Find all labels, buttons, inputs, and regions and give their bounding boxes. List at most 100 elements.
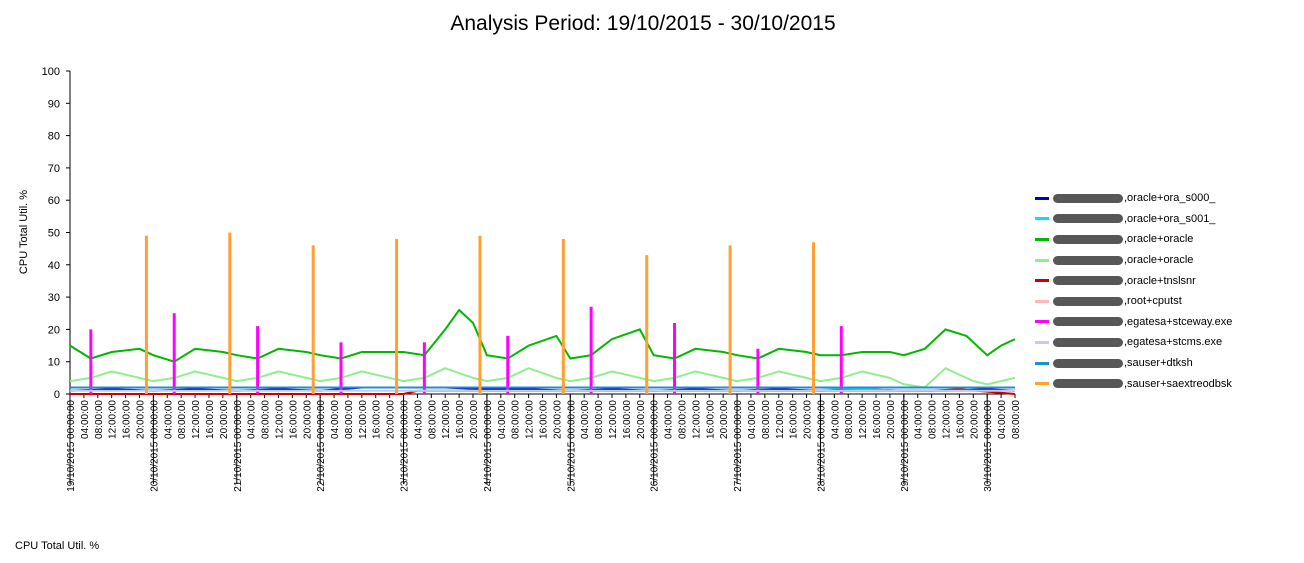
x-tick-label: 20:00:00 [636,400,647,439]
y-tick-label: 30 [48,292,60,304]
x-tick-label: 20:00:00 [219,400,230,439]
x-tick-label: 27/10/2015 00:00:00 [733,400,744,492]
x-tick-label: 08:00:00 [344,400,355,439]
legend-item: ,oracle+oracle [1035,250,1300,271]
legend-item: ,oracle+tnslsnr [1035,270,1300,291]
legend-item: ,oracle+ora_s001_ [1035,209,1300,230]
x-tick-label: 12:00:00 [441,400,452,439]
x-tick-label: 20:00:00 [719,400,730,439]
legend-label: ,oracle+oracle [1124,233,1194,246]
x-tick-label: 04:00:00 [830,400,841,439]
x-tick-label: 30/10/2015 00:00:00 [983,400,994,492]
series-layer [69,232,1016,395]
x-tick-label: 19/10/2015 00:00:00 [66,400,77,492]
x-tick-label: 04:00:00 [163,400,174,439]
x-tick-label: 04:00:00 [497,400,508,439]
legend-swatch [1035,361,1049,365]
x-tick-label: 16:00:00 [872,400,883,439]
x-tick-label: 16:00:00 [372,400,383,439]
legend-item: ,oracle+oracle [1035,229,1300,250]
redacted-host-mask [1053,255,1123,265]
redacted-host-mask [1053,193,1123,203]
x-tick-label: 23/10/2015 00:00:00 [400,400,411,492]
x-tick-label: 20:00:00 [135,400,146,439]
legend-swatch [1035,196,1049,200]
redacted-host-mask [1053,317,1123,327]
chart-title: Analysis Period: 19/10/2015 - 30/10/2015 [450,12,836,35]
y-tick-label: 80 [48,131,60,143]
legend-label: ,egatesa+stceway.exe [1124,315,1233,328]
legend-label: ,egatesa+stcms.exe [1124,336,1223,349]
legend-swatch [1035,237,1049,241]
legend-item: ,sauser+dtksh [1035,353,1300,374]
legend-label: ,sauser+dtksh [1124,357,1193,370]
x-tick-label: 20/10/2015 00:00:00 [149,400,160,492]
x-tick-label: 04:00:00 [580,400,591,439]
x-tick-label: 16:00:00 [955,400,966,439]
x-tick-label: 08:00:00 [677,400,688,439]
legend: ,oracle+ora_s000_ ,oracle+ora_s001_ ,oracl… [1035,188,1300,394]
y-tick-label: 60 [48,195,60,207]
x-tick-label: 12:00:00 [775,400,786,439]
legend-swatch [1035,258,1049,262]
x-tick-label: 04:00:00 [330,400,341,439]
y-tick-label: 50 [48,228,60,240]
x-tick-label: 29/10/2015 00:00:00 [900,400,911,492]
x-tick-label: 21/10/2015 00:00:00 [233,400,244,492]
x-tick-label: 04:00:00 [247,400,258,439]
legend-label: ,oracle+ora_s000_ [1124,192,1216,205]
series-line [69,308,1016,363]
legend-item: ,sauser+saextreodbsk [1035,373,1300,394]
y-tick-label: 0 [54,389,60,401]
x-tick-label: 12:00:00 [358,400,369,439]
x-tick-label: 08:00:00 [594,400,605,439]
legend-swatch [1035,320,1049,324]
legend-item: ,oracle+ora_s000_ [1035,188,1300,209]
legend-label: ,oracle+ora_s001_ [1124,212,1216,225]
legend-swatch [1035,279,1049,283]
x-tick-label: 04:00:00 [413,400,424,439]
redacted-host-mask [1053,358,1123,368]
x-tick-label: 12:00:00 [691,400,702,439]
x-tick-label: 12:00:00 [858,400,869,439]
y-tick-label: 70 [48,163,60,175]
x-tick-label: 08:00:00 [427,400,438,439]
legend-label: ,root+cputst [1124,295,1182,308]
x-tick-label: 04:00:00 [747,400,758,439]
x-tick-label: 08:00:00 [511,400,522,439]
redacted-host-mask [1053,214,1123,224]
x-tick-label: 08:00:00 [261,400,272,439]
x-tick-label: 20:00:00 [386,400,397,439]
y-axis-label: CPU Total Util. % [18,190,30,274]
redacted-host-mask [1053,379,1123,389]
x-tick-label: 20:00:00 [969,400,980,439]
y-tick-label: 90 [48,98,60,110]
x-tick-label: 16:00:00 [122,400,133,439]
chart-axes: 0 10 20 30 40 50 60 70 80 90 100 19/10/2015 00:00:0… [42,66,1022,492]
y-tick-label: 20 [48,324,60,336]
x-tick-label: 20:00:00 [302,400,313,439]
x-tick-label: 22/10/2015 00:00:00 [316,400,327,492]
x-tick-label: 04:00:00 [80,400,91,439]
footer-label: CPU Total Util. % [15,540,100,552]
x-tick-label: 16:00:00 [455,400,466,439]
legend-swatch [1035,217,1049,221]
x-tick-label: 12:00:00 [525,400,536,439]
legend-label: ,sauser+saextreodbsk [1124,377,1232,390]
y-tick-label: 40 [48,260,60,272]
x-tick-label: 16:00:00 [622,400,633,439]
legend-label: ,oracle+oracle [1124,254,1194,267]
x-tick-label: 20:00:00 [469,400,480,439]
x-tick-label: 16:00:00 [705,400,716,439]
x-tick-label: 04:00:00 [997,400,1008,439]
x-tick-label: 12:00:00 [942,400,953,439]
x-tick-label: 04:00:00 [664,400,675,439]
x-tick-label: 20:00:00 [886,400,897,439]
x-tick-label: 16:00:00 [205,400,216,439]
legend-swatch [1035,382,1049,386]
x-tick-label: 08:00:00 [928,400,939,439]
y-tick-label: 10 [48,357,60,369]
x-tick-label: 08:00:00 [177,400,188,439]
x-tick-label: 20:00:00 [803,400,814,439]
legend-swatch [1035,299,1049,303]
